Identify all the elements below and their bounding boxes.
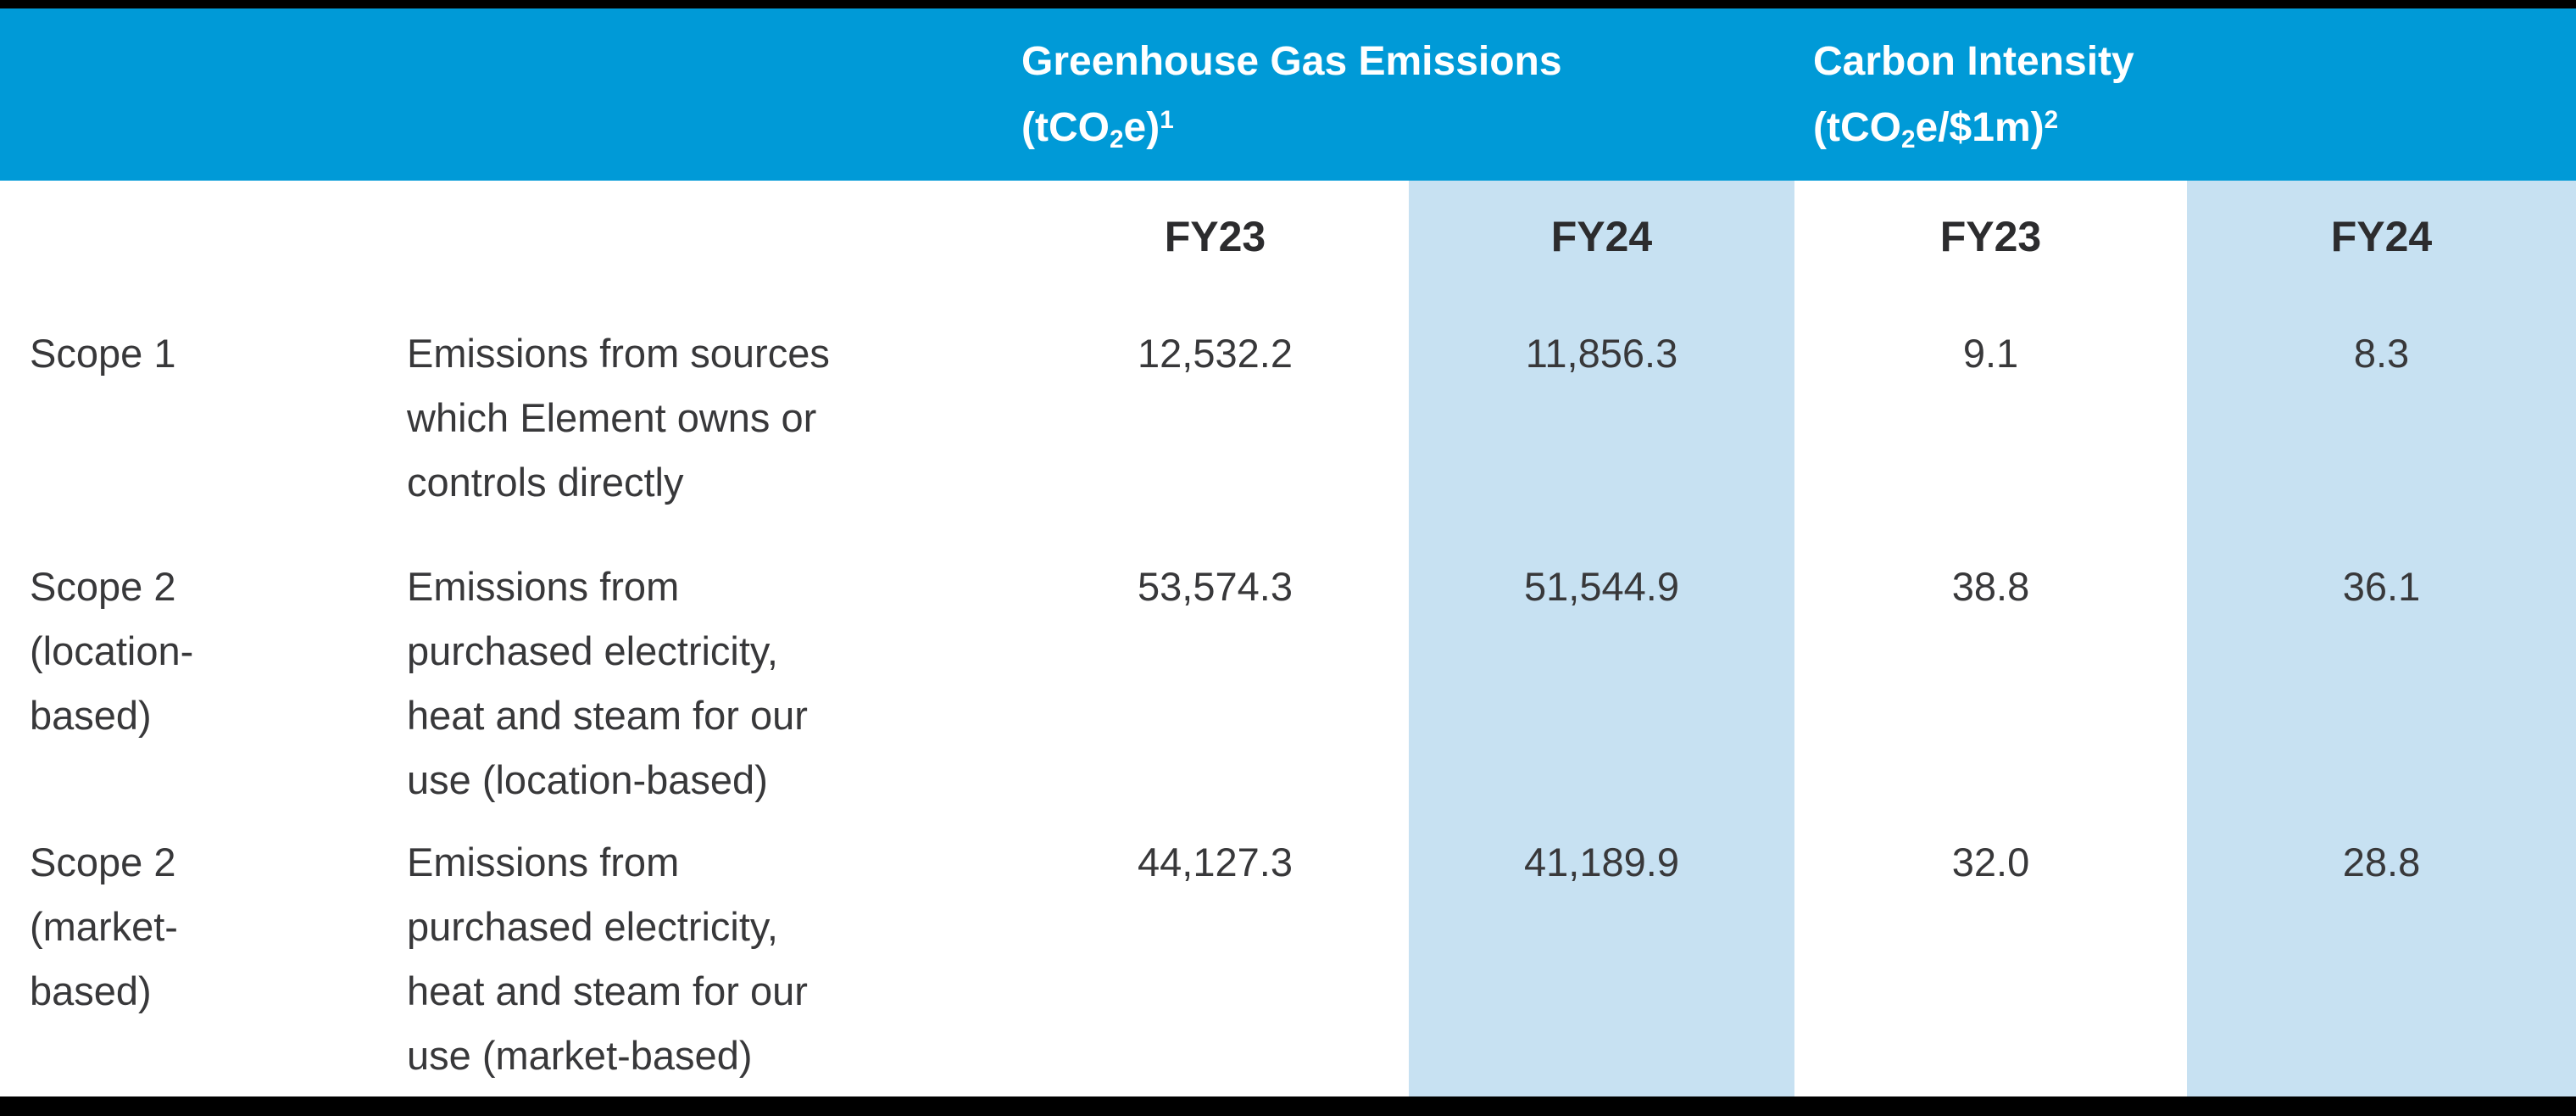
description-row1: Emissions from sources which Element own…: [407, 310, 1021, 543]
value-row2-ghg-fy24: 51,544.9: [1409, 543, 1794, 818]
value-row1-ghg-fy23: 12,532.2: [1021, 310, 1409, 543]
bottom-frame-bar: [0, 1096, 2576, 1116]
ci-header-unit-line: (tCO2e/$1m)2: [1813, 95, 2576, 161]
ghg-unit-subscript: 2: [1109, 125, 1124, 153]
scope-label-row2: Scope 2 (location- based): [0, 543, 407, 818]
emissions-table: FY23 FY24 FY23 FY24 Scope 1 Emissions fr…: [0, 181, 2576, 1096]
top-frame-bar: [0, 0, 2576, 8]
fy-row-spacer-scope: [0, 181, 407, 310]
ghg-unit-pre: (tCO: [1021, 104, 1110, 150]
ghg-header-title-text: Greenhouse Gas Emissions: [1021, 38, 1562, 84]
scope-label-row1: Scope 1: [0, 310, 407, 543]
value-row1-ci-fy24: 8.3: [2187, 310, 2576, 543]
value-row3-ci-fy24: 28.8: [2187, 818, 2576, 1096]
scope-label-row3: Scope 2 (market- based): [0, 818, 407, 1096]
value-row1-ghg-fy24: 11,856.3: [1409, 310, 1794, 543]
ci-unit-mid: e/$1m): [1915, 104, 2045, 150]
description-row2: Emissions from purchased electricity, he…: [407, 543, 1021, 818]
ghg-unit-mid: e): [1123, 104, 1160, 150]
carbon-intensity-column-group-header: Carbon Intensity (tCO2e/$1m)2: [1794, 8, 2576, 181]
description-row3: Emissions from purchased electricity, he…: [407, 818, 1021, 1096]
column-header-ghg-fy24: FY24: [1409, 181, 1794, 310]
ci-unit-pre: (tCO: [1813, 104, 1901, 150]
value-row2-ghg-fy23: 53,574.3: [1021, 543, 1409, 818]
value-row3-ci-fy23: 32.0: [1794, 818, 2187, 1096]
value-row3-ghg-fy24: 41,189.9: [1409, 818, 1794, 1096]
value-row1-ci-fy23: 9.1: [1794, 310, 2187, 543]
ci-unit-subscript: 2: [1900, 125, 1916, 153]
column-header-ci-fy23: FY23: [1794, 181, 2187, 310]
fy-row-spacer-description: [407, 181, 1021, 310]
ci-header-title-text: Carbon Intensity: [1813, 38, 2134, 84]
ghg-emissions-column-group-header: Greenhouse Gas Emissions (tCO2e)1: [1021, 8, 1794, 181]
column-header-ghg-fy23: FY23: [1021, 181, 1409, 310]
value-row2-ci-fy23: 38.8: [1794, 543, 2187, 818]
column-header-ci-fy24: FY24: [2187, 181, 2576, 310]
ci-unit-footnote: 2: [2044, 105, 2059, 134]
ghg-unit-footnote: 1: [1160, 105, 1174, 134]
ci-header-title-line: Carbon Intensity: [1813, 29, 2576, 95]
table-header-band: Greenhouse Gas Emissions (tCO2e)1 Carbon…: [0, 8, 2576, 181]
value-row3-ghg-fy23: 44,127.3: [1021, 818, 1409, 1096]
ghg-header-unit-line: (tCO2e)1: [1021, 95, 1794, 161]
ghg-header-title-line: Greenhouse Gas Emissions: [1021, 29, 1794, 95]
value-row2-ci-fy24: 36.1: [2187, 543, 2576, 818]
